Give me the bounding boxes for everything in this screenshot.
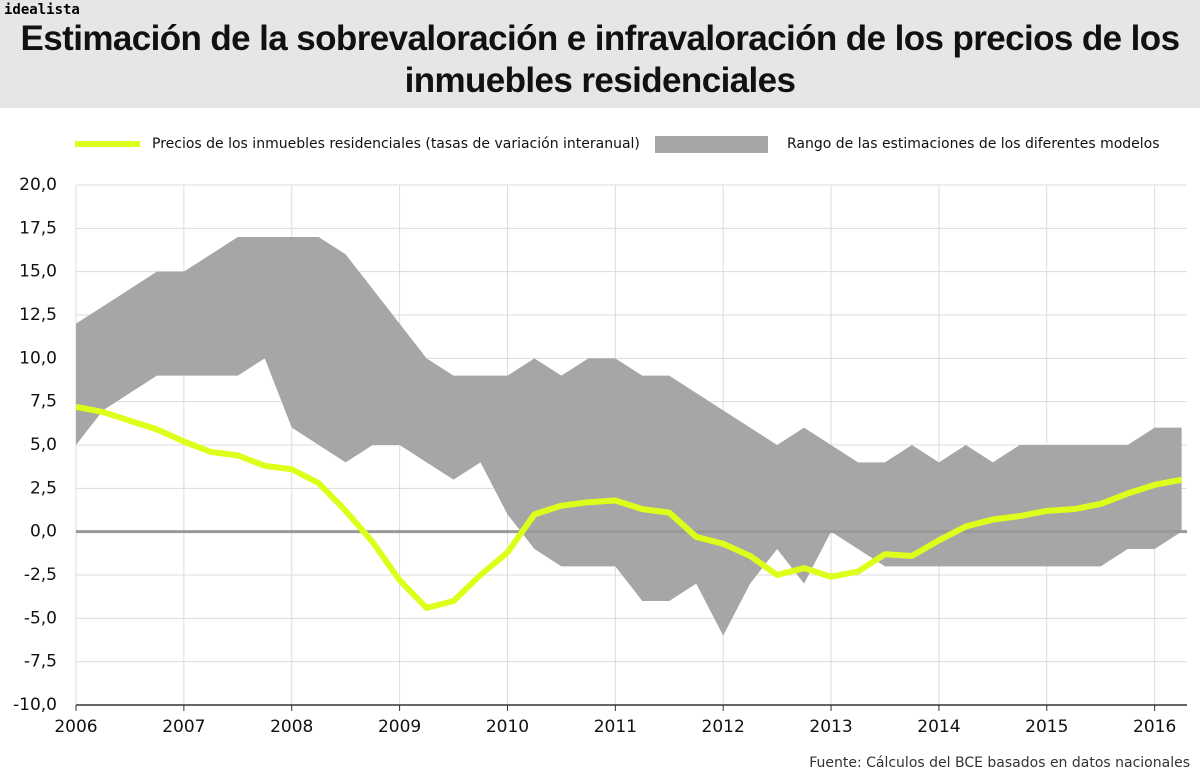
x-tick-label: 2006 — [54, 717, 97, 737]
price-line — [75, 403, 1183, 611]
brand: idealista — [4, 2, 80, 18]
x-tick-label: 2008 — [270, 717, 313, 737]
legend-label: Precios de los inmuebles residenciales (… — [152, 136, 640, 152]
y-tick-label: 20,0 — [19, 175, 57, 195]
y-tick-label: 0,0 — [30, 522, 57, 542]
legend-label: Rango de las estimaciones de los diferen… — [787, 136, 1160, 152]
y-tick-label: 5,0 — [30, 435, 57, 455]
y-tick-label: -2,5 — [24, 565, 57, 585]
y-tick-label: -5,0 — [24, 608, 57, 628]
y-tick-label: -10,0 — [13, 695, 57, 715]
source: Fuente: Cálculos del BCE basados en dato… — [809, 755, 1190, 771]
y-tick-label: 17,5 — [19, 218, 57, 238]
x-tick-label: 2016 — [1133, 717, 1176, 737]
range-band — [76, 237, 1182, 636]
x-tick-label: 2007 — [162, 717, 205, 737]
x-tick-label: 2010 — [486, 717, 529, 737]
x-tick-label: 2015 — [1025, 717, 1068, 737]
y-tick-label: 12,5 — [19, 305, 57, 325]
y-tick-label: 7,5 — [30, 392, 57, 412]
header: idealista Estimación de la sobrevaloraci… — [0, 0, 1200, 108]
x-tick-label: 2013 — [809, 717, 852, 737]
chart-title: Estimación de la sobrevaloración e infra… — [20, 19, 1180, 100]
y-tick-label: -7,5 — [24, 652, 57, 672]
x-tick-label: 2012 — [702, 717, 745, 737]
y-tick-label: 10,0 — [19, 348, 57, 368]
y-tick-label: 15,0 — [19, 262, 57, 282]
x-tick-label: 2011 — [594, 717, 637, 737]
x-tick-label: 2014 — [917, 717, 960, 737]
y-tick-label: 2,5 — [30, 478, 57, 498]
x-tick-label: 2009 — [378, 717, 421, 737]
legend-swatch — [655, 136, 768, 153]
